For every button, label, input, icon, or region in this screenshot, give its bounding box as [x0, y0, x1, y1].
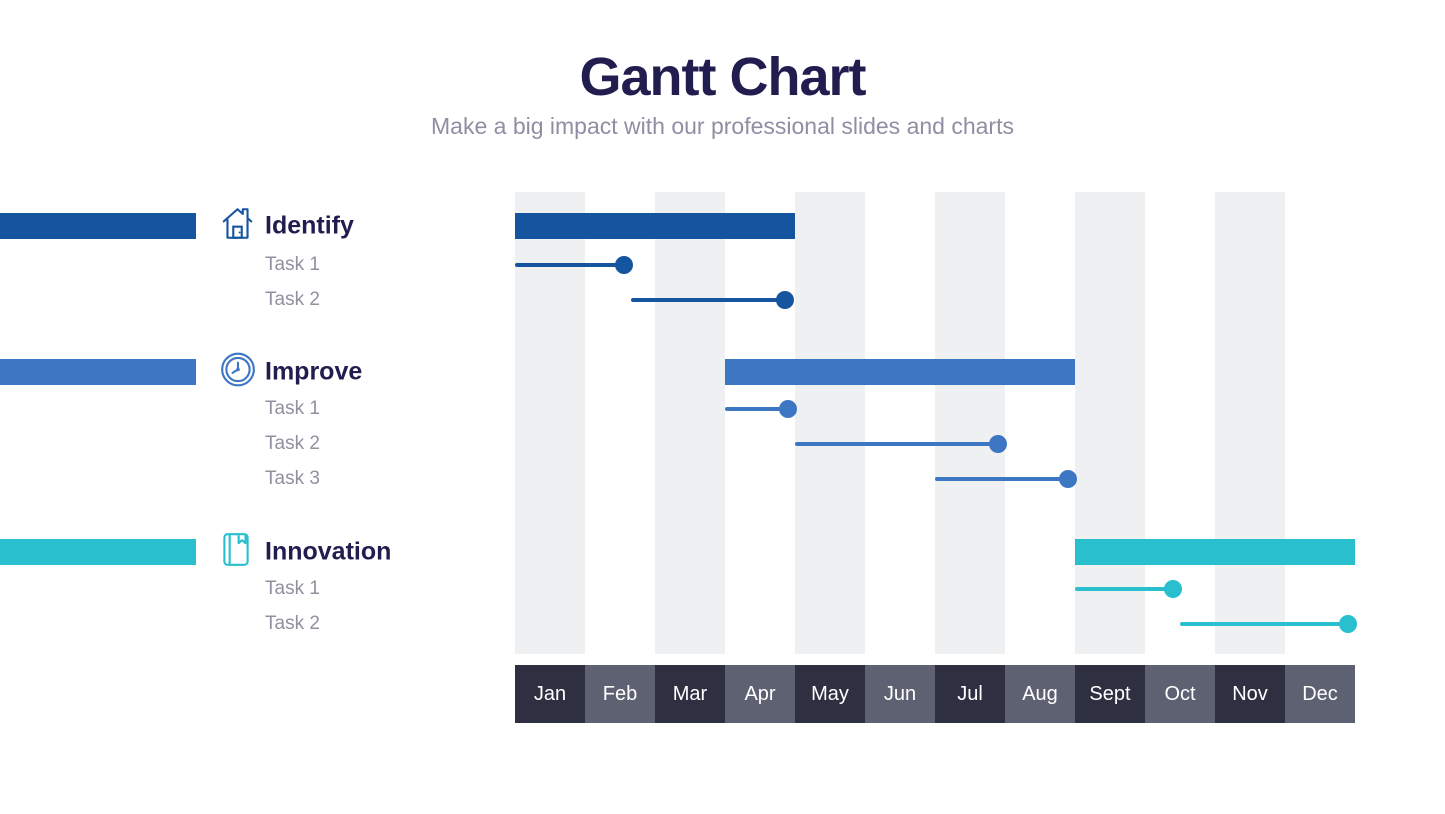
month-stripe: [795, 192, 865, 654]
task-end-dot-innovation: [1339, 615, 1357, 633]
axis-month-jun: Jun: [865, 665, 935, 723]
task-label: Task 2: [265, 433, 320, 454]
task-line-identify: [515, 263, 618, 267]
legend-color-bar-innovation: [0, 539, 196, 565]
task-label: Task 1: [265, 254, 320, 275]
axis-month-nov: Nov: [1215, 665, 1285, 723]
section-label-improve: Improve: [265, 357, 363, 386]
month-stripe: [935, 192, 1005, 654]
phase-bar-identify: [515, 213, 795, 239]
axis-month-feb: Feb: [585, 665, 655, 723]
book-icon: [219, 531, 253, 574]
gantt-chart-area: [515, 192, 1357, 654]
month-axis: Jan Feb Mar Apr May Jun Jul Aug Sept Oct Nov Dec: [515, 665, 1355, 723]
task-line-improve: [935, 477, 1062, 481]
phase-bar-innovation: [1075, 539, 1355, 565]
task-line-improve: [795, 442, 992, 446]
axis-month-apr: Apr: [725, 665, 795, 723]
task-end-dot-identify: [775, 291, 794, 309]
month-stripe: [515, 192, 585, 654]
axis-month-mar: Mar: [655, 665, 725, 723]
task-label: Task 2: [265, 289, 320, 310]
month-stripe: [1075, 192, 1145, 654]
task-end-dot-improve: [1059, 470, 1077, 488]
axis-month-sept: Sept: [1075, 665, 1145, 723]
task-end-dot-improve: [779, 400, 797, 418]
task-line-identify: [630, 298, 779, 302]
task-line-improve: [725, 407, 782, 411]
task-end-dot-innovation: [1164, 580, 1182, 598]
axis-month-oct: Oct: [1145, 665, 1215, 723]
task-label: Task 1: [265, 578, 320, 599]
task-label: Task 2: [265, 613, 320, 634]
task-line-innovation: [1075, 587, 1167, 591]
task-end-dot-identify: [614, 256, 633, 274]
phase-bar-improve: [725, 359, 1075, 385]
axis-month-aug: Aug: [1005, 665, 1075, 723]
task-label: Task 1: [265, 398, 320, 419]
month-stripe: [655, 192, 725, 654]
axis-month-jul: Jul: [935, 665, 1005, 723]
page-subtitle: Make a big impact with our professional …: [431, 113, 1014, 139]
task-end-dot-improve: [989, 435, 1007, 453]
clock-icon: [219, 351, 257, 394]
axis-month-jan: Jan: [515, 665, 585, 723]
axis-month-may: May: [795, 665, 865, 723]
task-label: Task 3: [265, 468, 320, 489]
legend-color-bar-improve: [0, 359, 196, 385]
axis-month-dec: Dec: [1285, 665, 1355, 723]
legend-color-bar-identify: [0, 213, 196, 239]
page-title: Gantt Chart: [579, 47, 867, 107]
house-icon: [219, 205, 256, 248]
section-label-innovation: Innovation: [265, 537, 392, 566]
task-line-innovation: [1180, 622, 1342, 626]
month-stripe: [1215, 192, 1285, 654]
section-label-identify: Identify: [265, 211, 354, 240]
